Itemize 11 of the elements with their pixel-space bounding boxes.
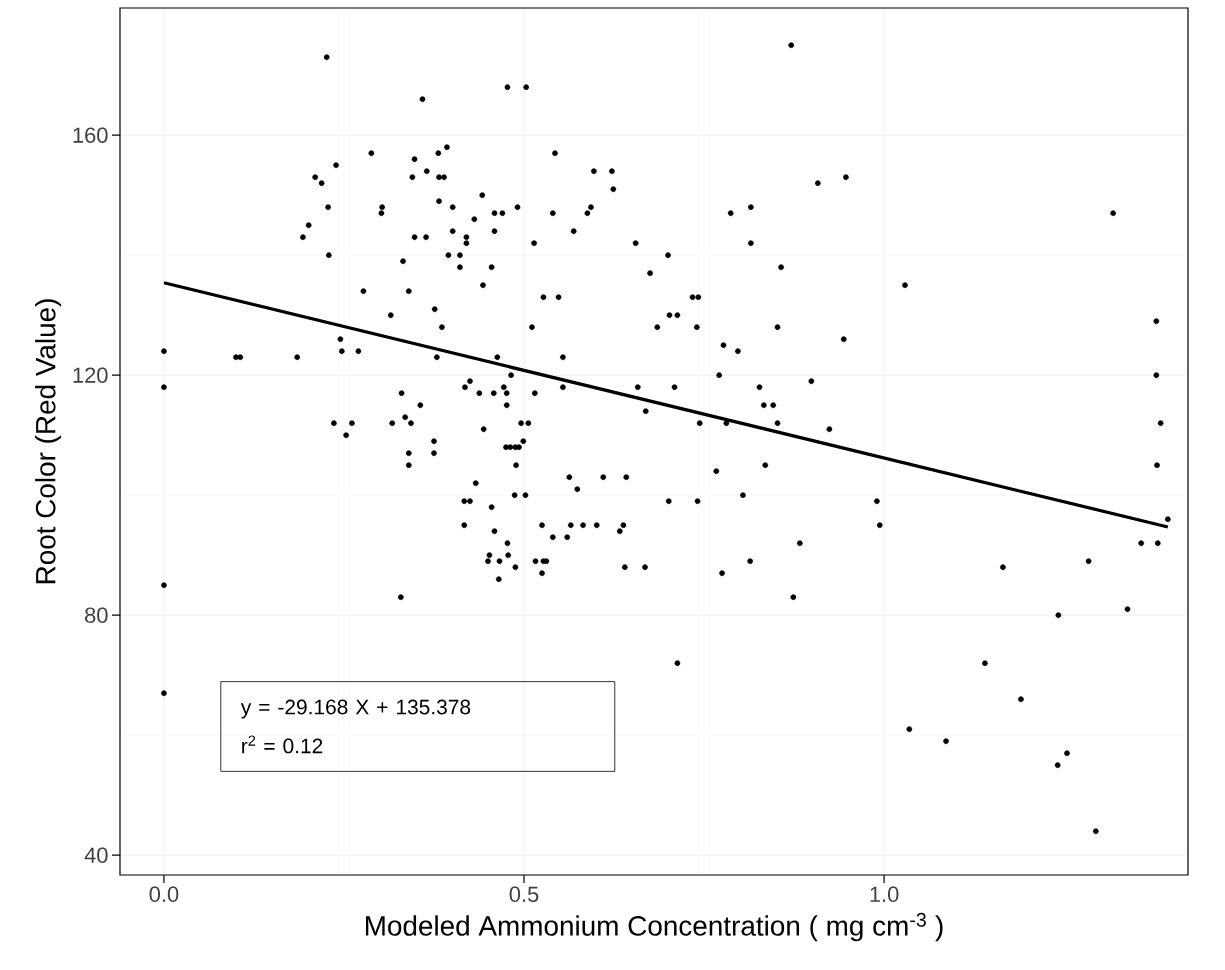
y-tick-label: 80 [85, 607, 108, 623]
x-tick-label: 0.5 [509, 886, 539, 903]
annotation: y = -29.168 X + 135.378 [240, 699, 471, 719]
x-tick-label: 0.0 [149, 886, 179, 903]
y-axis-title: Root Color (Red Value) [35, 299, 62, 584]
y-tick-label: 120 [73, 367, 108, 383]
x-tick-label: 1.0 [870, 886, 899, 903]
y-tick-label: 160 [73, 127, 108, 143]
x-axis-title: Modeled Ammonium Concentration ( mg cm$^{-3}$ ) [365, 912, 943, 942]
annotation: r$^{2}$ = 0.12 [242, 735, 323, 754]
y-tick-label: 40 [84, 847, 108, 863]
